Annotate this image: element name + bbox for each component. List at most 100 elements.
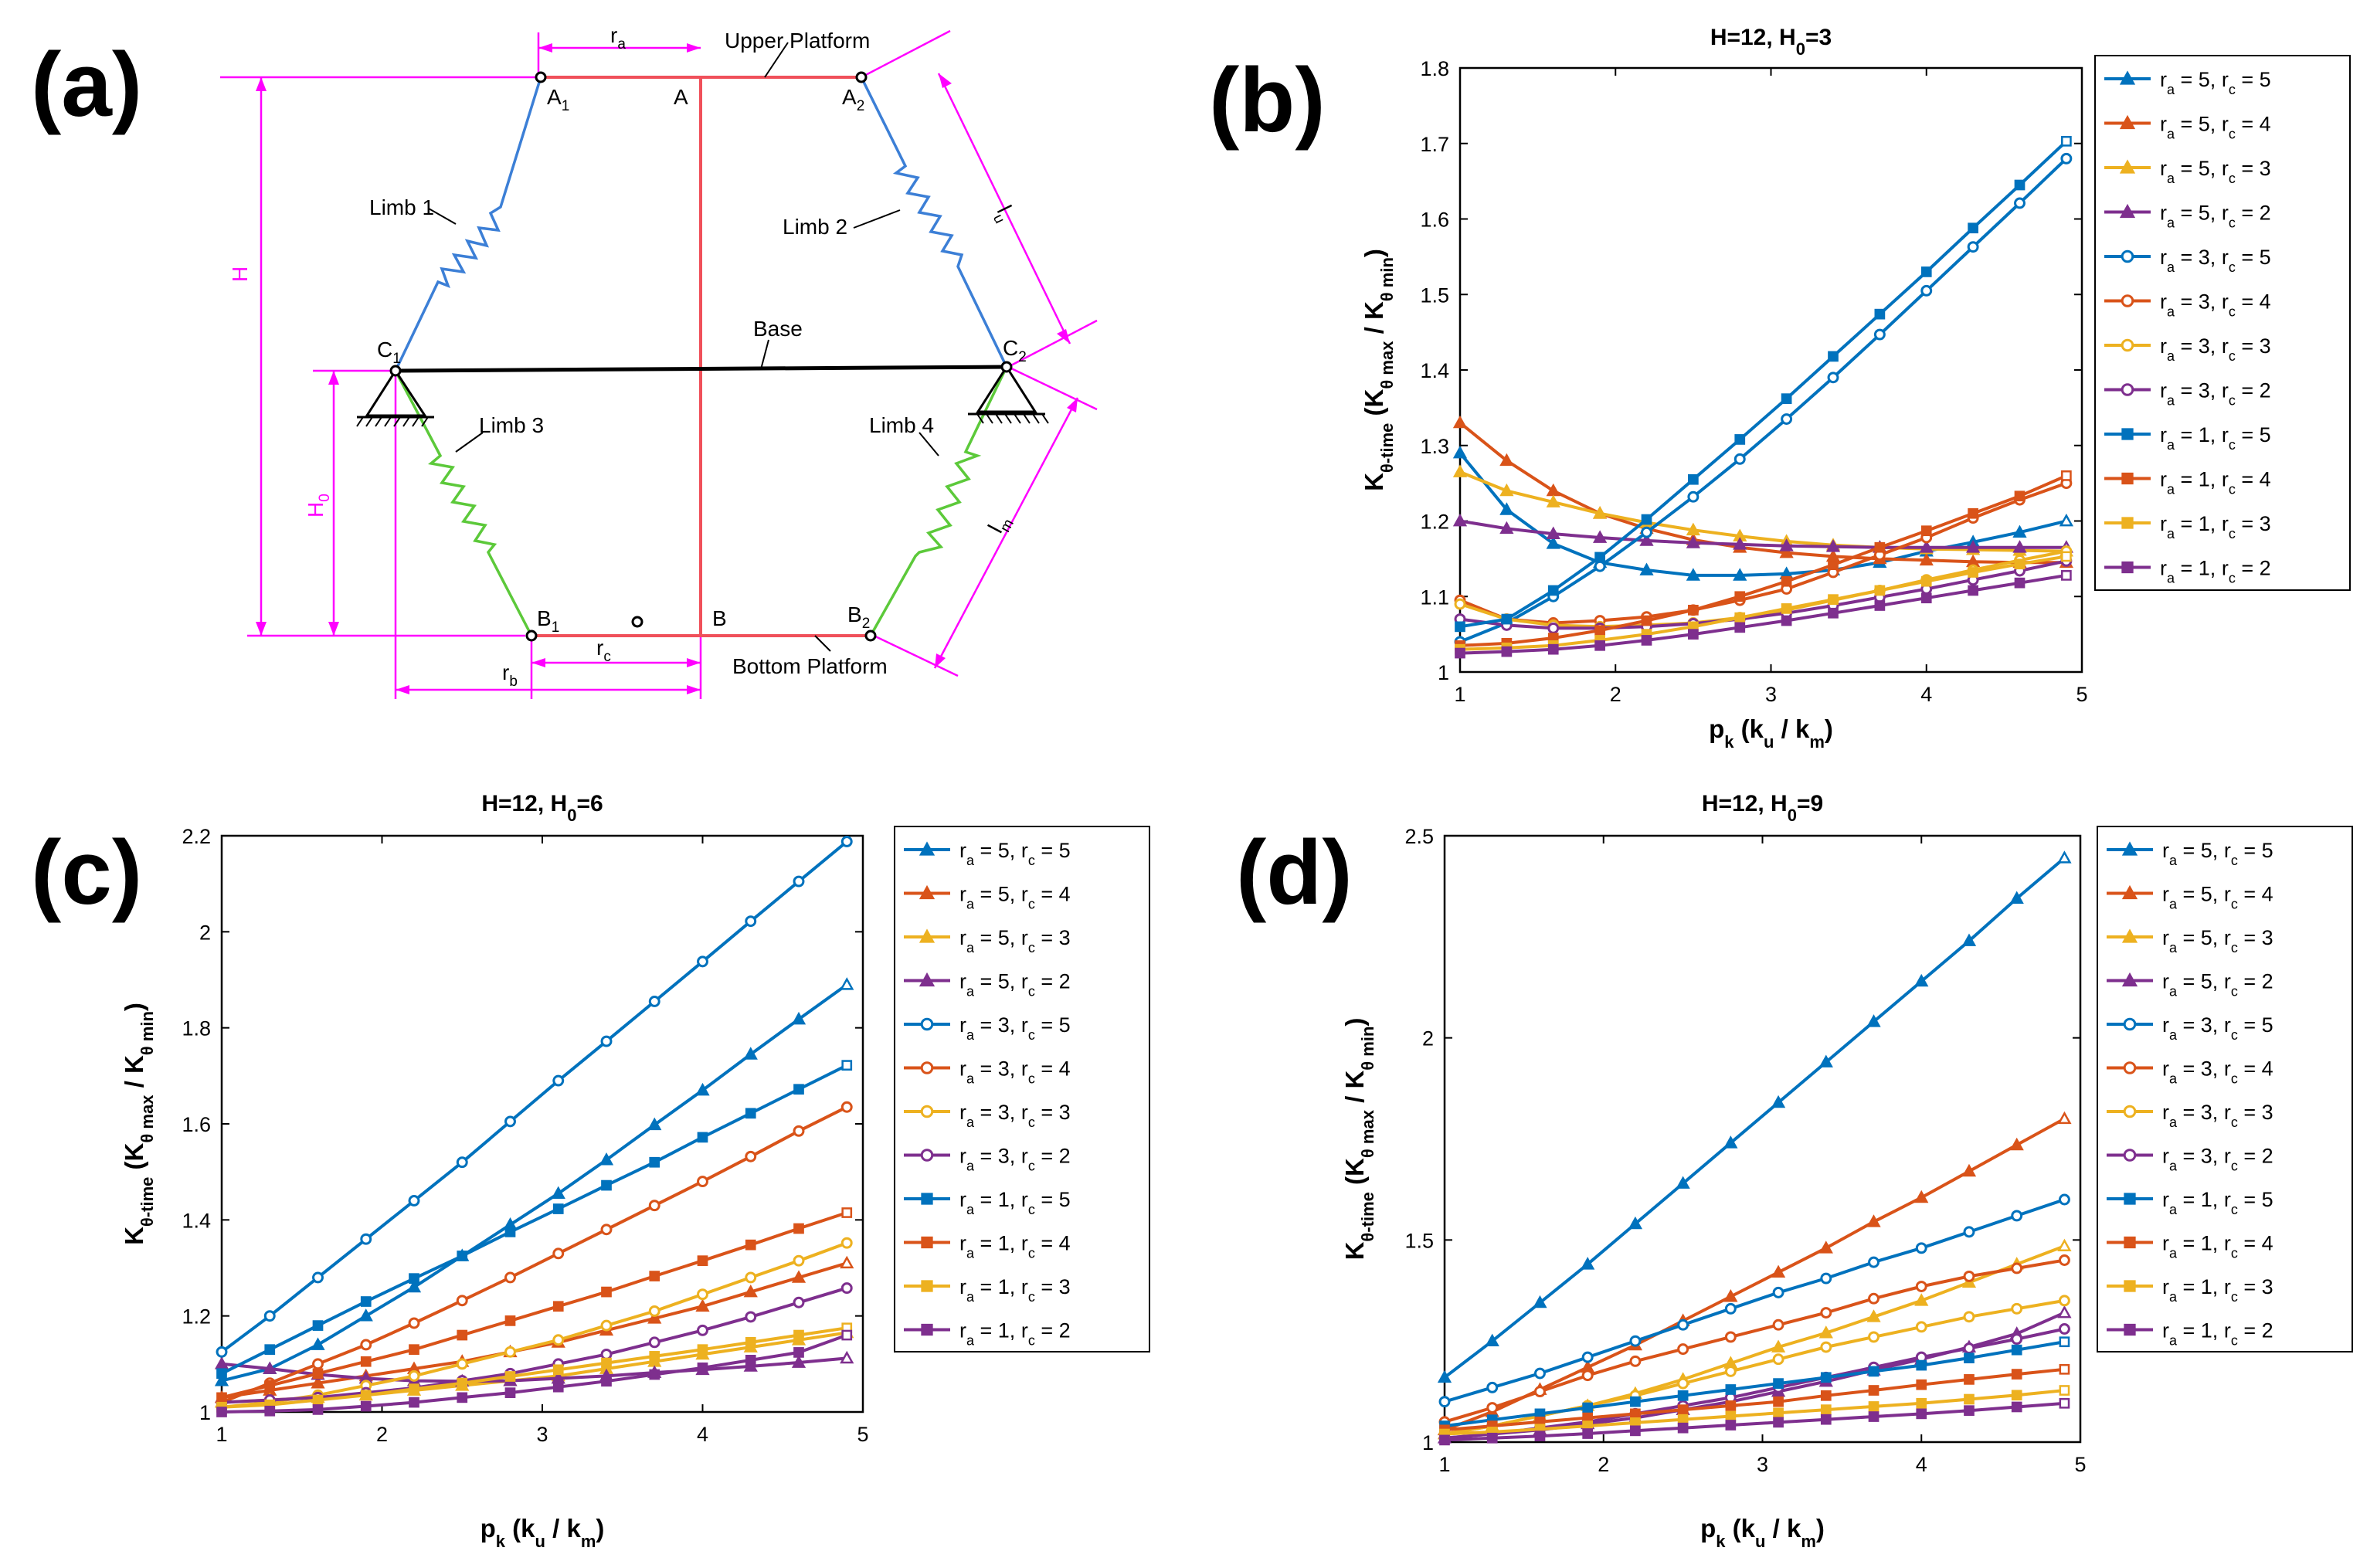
data-point (1771, 1095, 1786, 1108)
data-point (552, 1074, 565, 1087)
legend-entry: ra = 3, rc = 3 (2107, 1101, 2273, 1130)
legend-box (894, 826, 1150, 1352)
data-point (1688, 629, 1699, 640)
data-point (1868, 1366, 1880, 1377)
legend-label: ra = 5, rc = 3 (2160, 157, 2271, 186)
data-point (1915, 1281, 1927, 1292)
legend-label: ra = 3, rc = 3 (2162, 1101, 2273, 1130)
series-line (221, 1105, 848, 1404)
data-point (1485, 1333, 1499, 1347)
data-point (1593, 506, 1608, 519)
data-point (457, 1251, 468, 1261)
data-point (1688, 473, 1699, 485)
legend-label: ra = 3, rc = 4 (2162, 1057, 2273, 1087)
data-point (1868, 1401, 1880, 1412)
data-point (745, 915, 757, 928)
x-tick-label: 5 (2076, 683, 2087, 706)
point-B1-label: B1 (537, 606, 559, 636)
data-point (504, 1371, 516, 1382)
data-point (1455, 621, 1465, 633)
data-point (745, 1337, 756, 1348)
series-line (1459, 555, 2067, 651)
data-point (408, 1317, 420, 1329)
legend-d: ra = 5, rc = 5 ra = 5, rc = 4 ra = 5, rc =… (2097, 826, 2353, 1352)
chart-d: 1 2 3 4 5 1 1.5 2 2.5 H=12, H0=9 pk (ku / km) Kθ-ti… (1340, 791, 2353, 1551)
data-point (1920, 284, 1933, 297)
data-point (457, 1329, 468, 1341)
data-point (1723, 1135, 1738, 1149)
data-point (1486, 1432, 1498, 1444)
data-point (745, 1239, 756, 1251)
data-point (1725, 1400, 1737, 1411)
point-A1-label: A1 (547, 85, 569, 114)
data-point (2012, 524, 2027, 538)
data-point (2057, 1238, 2072, 1252)
data-point (1868, 1256, 1880, 1268)
data-point (1771, 1339, 1786, 1352)
y-tick-label: 1 (1438, 661, 1449, 684)
data-point (1687, 490, 1700, 503)
x-axis-label: pk (ku / km) (1700, 1514, 1825, 1551)
data-point (840, 977, 854, 990)
y-axis-label: Kθ-time (Kθ max / Kθ min) (1340, 1018, 1377, 1261)
joint-C2 (1000, 361, 1013, 373)
x-tick-label: 3 (1757, 1453, 1768, 1476)
data-point (745, 1271, 757, 1284)
legend-label: ra = 5, rc = 4 (959, 883, 1071, 912)
panel-label-b: (b) (1209, 49, 1326, 151)
leader-lines (428, 42, 939, 652)
series-line (1458, 421, 2066, 565)
data-point (1734, 434, 1746, 445)
data-point (2058, 1295, 2070, 1307)
data-point (793, 1084, 804, 1095)
data-point (841, 1060, 853, 1071)
data-point (1781, 615, 1792, 626)
data-point (1439, 1434, 1450, 1446)
legend-label: ra = 5, rc = 3 (2162, 926, 2273, 955)
data-point (793, 875, 805, 888)
right-support-triangle (976, 365, 1037, 413)
data-point (745, 1150, 757, 1162)
data-point (360, 1296, 372, 1307)
data-point (360, 1356, 372, 1367)
y-tick-label: 1.5 (1404, 1229, 1434, 1252)
data-point (2061, 470, 2072, 481)
data-point (791, 1355, 806, 1368)
point-C1-label: C1 (377, 338, 401, 367)
data-point (793, 1125, 805, 1137)
legend-label: ra = 1, rc = 2 (2160, 557, 2271, 586)
data-point (601, 1357, 612, 1369)
chart-title-d: H=12, H0=9 (1702, 791, 1823, 825)
data-point (358, 1308, 373, 1322)
data-point (1688, 604, 1699, 616)
data-point (360, 1390, 372, 1401)
data-point (2058, 1254, 2070, 1266)
series-line (220, 840, 848, 1353)
data-point (216, 1346, 228, 1358)
origin-marker (631, 616, 643, 628)
data-point (601, 1286, 612, 1298)
series-line (1443, 857, 2066, 1379)
data-point (601, 1179, 612, 1191)
data-point (1677, 1422, 1689, 1434)
data-point (1771, 1264, 1786, 1278)
data-point (1533, 1295, 1547, 1308)
data-point (1639, 533, 1654, 546)
data-point (1733, 453, 1746, 465)
data-point (1820, 1307, 1832, 1319)
limb3-label: Limb 3 (479, 413, 544, 437)
data-point (791, 1270, 806, 1283)
data-point (1868, 1331, 1880, 1343)
data-point (1773, 1378, 1784, 1389)
x-axis-label: pk (ku / km) (1709, 714, 1833, 752)
point-B2-label: B2 (847, 602, 870, 632)
data-point (1963, 1311, 1975, 1323)
data-point (1868, 1411, 1880, 1422)
data-point (1452, 464, 1468, 477)
x-tick-label: 4 (697, 1423, 708, 1446)
data-point (1686, 522, 1700, 536)
data-point (1964, 1405, 1975, 1417)
data-point (1725, 1410, 1737, 1422)
legend-marker (2121, 338, 2134, 352)
legend-marker (921, 1323, 933, 1336)
